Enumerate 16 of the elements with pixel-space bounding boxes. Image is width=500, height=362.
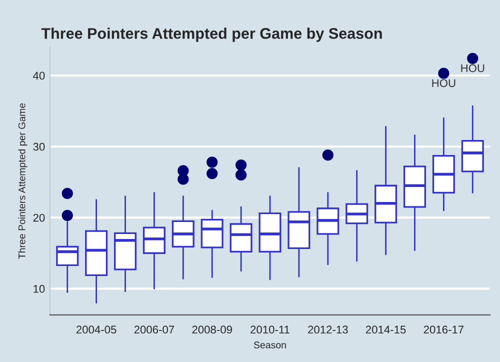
y-tick-label: 20: [33, 214, 45, 222]
y-tick-label: 40: [33, 72, 45, 80]
chart-title: Three Pointers Attempted per Game by Season: [41, 28, 382, 42]
x-tick-label: 2016-17: [424, 326, 464, 334]
x-tick-label: 2010-11: [250, 326, 290, 334]
x-tick-label: 2006-07: [134, 326, 174, 334]
y-axis-title: Three Pointers Attempted per Game: [18, 103, 28, 259]
annotation: HOU: [432, 79, 456, 88]
y-tick-label: 30: [33, 142, 45, 151]
x-tick-label: 2012-13: [308, 326, 348, 334]
y-tick-label: 10: [34, 284, 45, 293]
x-tick-label: 2008-09: [192, 326, 232, 334]
x-tick-label: 2014-15: [366, 326, 406, 334]
x-axis-title: Season: [254, 342, 286, 348]
annotation: HOU: [461, 64, 484, 72]
x-tick-label: 2004-05: [76, 326, 116, 334]
